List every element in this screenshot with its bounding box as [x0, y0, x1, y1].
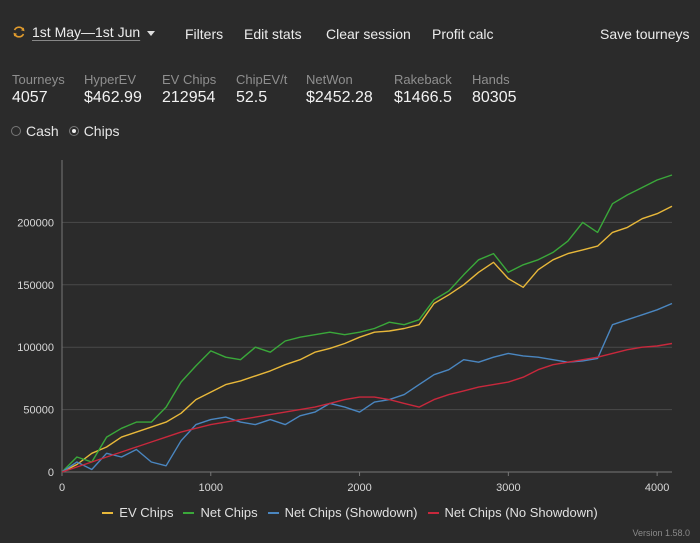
cash-radio[interactable]: Cash [11, 123, 59, 139]
stat-label: HyperEV [84, 72, 137, 87]
mode-selector: Cash Chips [11, 123, 129, 139]
chips-radio[interactable]: Chips [68, 123, 120, 139]
radio-checked-icon[interactable] [68, 126, 79, 136]
chevron-down-icon[interactable] [147, 30, 156, 36]
legend-swatch [102, 511, 114, 514]
legend-label[interactable]: Net Chips (No Showdown) [444, 505, 598, 520]
stat-tourneys: Tourneys 4057 [12, 72, 68, 108]
series-line-net-chips-no-showdown [61, 342, 673, 473]
legend-item-ev-chips[interactable]: EV Chips [102, 505, 173, 520]
legend-label[interactable]: Net Chips [200, 505, 258, 520]
filters-button[interactable]: Filters [185, 26, 224, 42]
stat-rakeback: Rakeback $1466.5 [394, 72, 456, 108]
stat-label: Tourneys [12, 72, 65, 87]
save-tourneys-button[interactable]: Save tourneys [600, 26, 690, 42]
x-tick-label: 3000 [496, 482, 520, 494]
edit-stats-button[interactable]: Edit stats [244, 26, 302, 42]
profit-calc-button[interactable]: Profit calc [432, 26, 494, 42]
stat-label: NetWon [306, 72, 353, 87]
y-tick-label: 50000 [23, 405, 54, 417]
y-tick-label: 150000 [17, 280, 54, 292]
x-tick-label: 0 [59, 482, 65, 494]
stat-label: Hands [472, 72, 510, 87]
stat-value: 4057 [12, 89, 48, 106]
stat-hyperev: HyperEV $462.99 [84, 72, 146, 108]
x-tick-label: 4000 [645, 482, 669, 494]
legend-swatch [267, 511, 279, 514]
clear-session-button[interactable]: Clear session [326, 26, 411, 42]
legend-item-net-chips-no-showdown[interactable]: Net Chips (No Showdown) [427, 505, 598, 520]
stat-value: 80305 [472, 89, 517, 106]
stat-value: $2452.28 [306, 89, 373, 106]
x-tick-label: 1000 [199, 482, 223, 494]
series-line-ev-chips [61, 205, 673, 473]
stat-label: EV Chips [162, 72, 217, 87]
legend-label[interactable]: EV Chips [119, 505, 174, 520]
legend-swatch [427, 511, 439, 514]
stat-label: ChipEV/t [236, 72, 288, 87]
series-line-net-chips-showdown [61, 302, 673, 473]
legend-item-net-chips[interactable]: Net Chips [183, 505, 258, 520]
version-label: Version 1.58.0 [632, 528, 690, 538]
chips-label[interactable]: Chips [83, 123, 120, 139]
stats-row: Tourneys 4057 HyperEV $462.99 EV Chips 2… [12, 72, 548, 108]
date-range-label[interactable]: 1st May—1st Jun [32, 24, 141, 40]
legend-label[interactable]: Net Chips (Showdown) [284, 505, 418, 520]
top-bar: 1st May—1st Jun Filters Edit stats Clear… [0, 0, 700, 62]
cash-label[interactable]: Cash [26, 123, 59, 139]
stat-ev-chips: EV Chips 212954 [162, 72, 220, 108]
stat-hands: Hands 80305 [472, 72, 532, 108]
date-range-picker[interactable]: 1st May—1st Jun [12, 24, 156, 40]
stat-label: Rakeback [394, 72, 452, 87]
y-tick-label: 100000 [17, 342, 54, 354]
stat-value: $1466.5 [394, 89, 452, 106]
stat-netwon: NetWon $2452.28 [306, 72, 378, 108]
stat-value: 212954 [162, 89, 216, 106]
line-chart: 0 50000 100000 150000 200000 0 1000 2000 3000 400… [17, 160, 673, 494]
series-line-net-chips [61, 174, 673, 473]
stat-value: 52.5 [236, 89, 268, 106]
y-tick-label: 0 [48, 467, 54, 479]
radio-unchecked-icon[interactable] [11, 126, 21, 136]
chart-legend: EV Chips Net Chips Net Chips (Showdown) … [0, 505, 700, 520]
x-tick-label: 2000 [347, 482, 371, 494]
stat-value: $462.99 [84, 89, 142, 106]
y-tick-label: 200000 [17, 217, 54, 229]
refresh-icon[interactable] [12, 25, 26, 39]
legend-swatch [183, 511, 195, 514]
stat-chipev-per-t: ChipEV/t 52.5 [236, 72, 290, 108]
legend-item-net-chips-showdown[interactable]: Net Chips (Showdown) [267, 505, 418, 520]
